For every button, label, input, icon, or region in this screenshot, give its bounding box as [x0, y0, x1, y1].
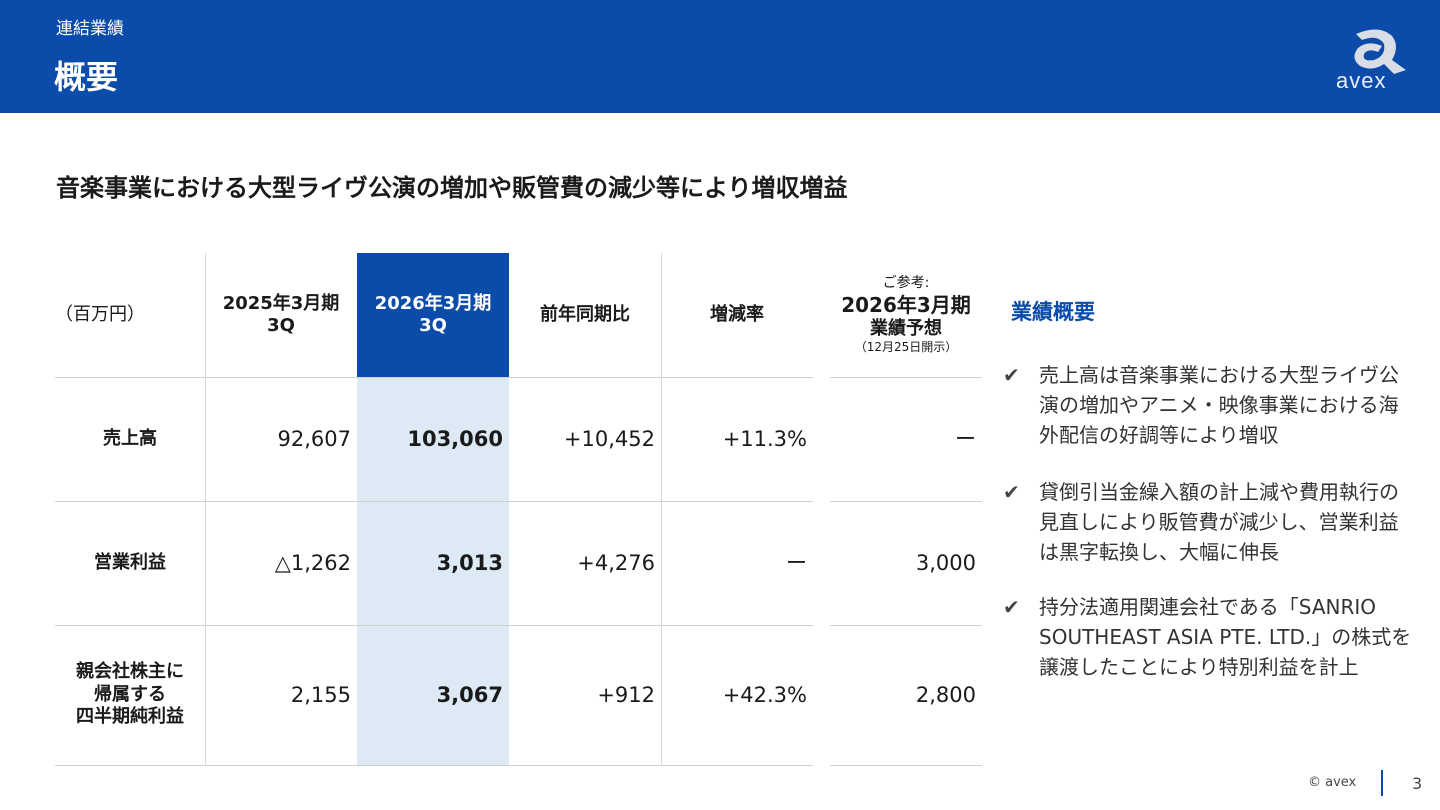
highlight-column	[357, 377, 509, 765]
headline: 音楽事業における大型ライヴ公演の増加や販管費の減少等により増収増益	[56, 174, 848, 202]
summary-item: ✔ 貸倒引当金繰入額の計上減や費用執行の見直しにより販管費が減少し、営業利益は黒字…	[1003, 477, 1413, 567]
table-cell: ー	[955, 426, 976, 451]
row-label: 売上高	[103, 427, 157, 449]
table-cell: 2,800	[915, 682, 976, 707]
col-header-2026: 2026年3月期 3Q	[357, 253, 509, 377]
col-header-2025: 2025年3月期 3Q	[222, 292, 340, 337]
logo-text: avex	[1336, 68, 1387, 93]
unit-label: （百万円）	[55, 303, 145, 325]
header-bar: 連結業績 概要 avex	[0, 0, 1440, 113]
table-cell: △1,262	[274, 550, 351, 575]
page-title: 概要	[54, 58, 119, 96]
table-cell: ー	[786, 550, 807, 575]
col-header-rate: 増減率	[710, 303, 764, 325]
table-cell: +4,276	[577, 550, 655, 575]
avex-logo-icon	[1354, 29, 1406, 75]
table-cell: 103,060	[407, 426, 503, 451]
check-icon: ✔	[1003, 595, 1020, 619]
table-cell: 92,607	[277, 426, 351, 451]
row-label: 親会社株主に 帰属する 四半期純利益	[76, 661, 184, 728]
table-cell: +11.3%	[722, 426, 807, 451]
page-number: 3	[1412, 774, 1423, 793]
summary-title: 業績概要	[1011, 300, 1095, 324]
table-cell: 2,155	[290, 682, 351, 707]
table-cell: 3,000	[915, 550, 976, 575]
col-header-yoy: 前年同期比	[540, 303, 630, 325]
col-header-forecast: ご参考: 2026年3月期 業績予想 （12月25日開示）	[841, 275, 971, 354]
table-cell: 3,013	[436, 550, 503, 575]
footer-divider	[1381, 770, 1383, 796]
table-cell: +912	[597, 682, 655, 707]
copyright: © avex	[1308, 775, 1357, 790]
check-icon: ✔	[1003, 480, 1020, 504]
section-label: 連結業績	[56, 19, 124, 39]
table-cell: 3,067	[436, 682, 503, 707]
table-cell: +10,452	[563, 426, 655, 451]
table-cell: +42.3%	[722, 682, 807, 707]
check-icon: ✔	[1003, 363, 1020, 387]
summary-item: ✔ 売上高は音楽事業における大型ライヴ公演の増加やアニメ・映像事業における海外配信…	[1003, 360, 1413, 450]
row-label: 営業利益	[94, 551, 166, 573]
summary-item: ✔ 持分法適用関連会社である「SANRIO SOUTHEAST ASIA PTE.…	[1003, 592, 1413, 682]
